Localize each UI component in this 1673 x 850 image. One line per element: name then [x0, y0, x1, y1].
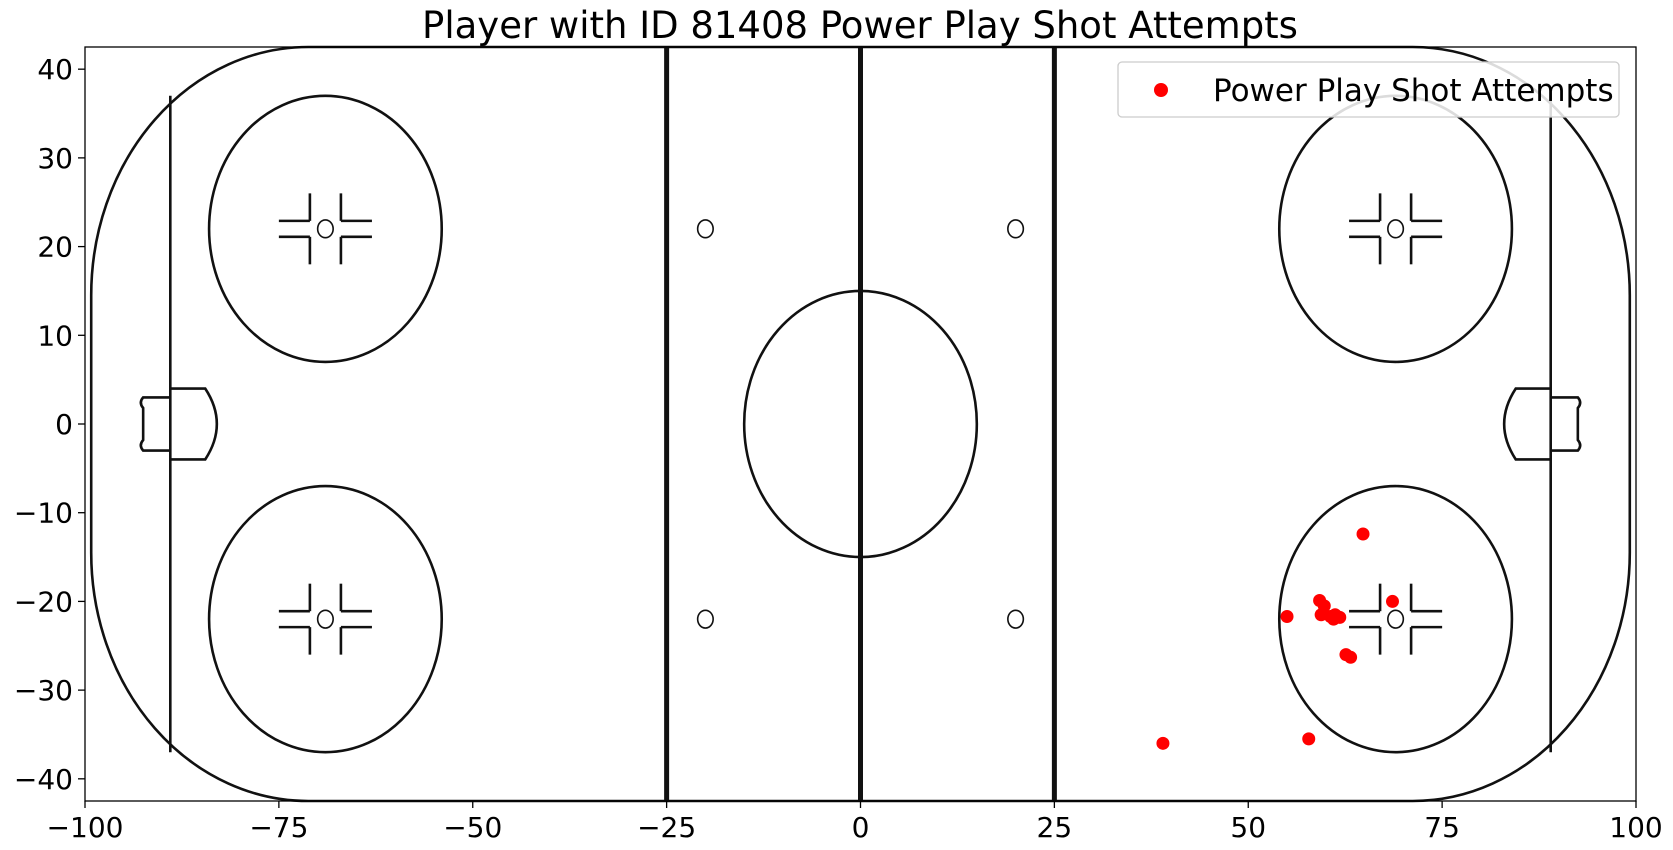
neutral-zone-dot [1007, 219, 1025, 239]
y-tick-label: −10 [14, 497, 73, 530]
y-tick-label: −20 [14, 585, 73, 618]
shot-attempt-point [1385, 594, 1399, 608]
shot-attempt-point [1156, 736, 1170, 750]
shot-attempt-point [1344, 650, 1358, 664]
plot-frame [84, 46, 1637, 802]
faceoff-circle [1277, 94, 1514, 364]
x-axis-ticks: −100 −75 −50 −25 0 25 50 75 100 [47, 801, 1663, 844]
y-tick-label: −30 [14, 674, 73, 707]
legend: Power Play Shot Attempts [1117, 61, 1620, 118]
faceoff-hash-marks [1349, 193, 1443, 265]
chart-title: Player with ID 81408 Power Play Shot Att… [422, 4, 1298, 47]
right-goal-crease [1503, 387, 1551, 461]
faceoff-hash-marks [278, 583, 372, 655]
faceoff-hash-marks [278, 193, 372, 265]
x-tick-label: −75 [249, 811, 308, 844]
x-tick-label: 0 [852, 811, 870, 844]
faceoff-dot [316, 219, 334, 239]
hockey-rink [89, 45, 1632, 803]
x-tick-label: 25 [1037, 811, 1073, 844]
y-tick-label: 30 [37, 142, 73, 175]
faceoff-circle [207, 484, 444, 754]
y-tick-label: 20 [37, 231, 73, 264]
neutral-zone-dot [696, 609, 714, 629]
shot-attempt-point [1280, 609, 1294, 623]
left-goal-crease [170, 387, 218, 461]
shot-attempt-point [1302, 732, 1316, 746]
faceoff-dot [316, 609, 334, 629]
shot-attempt-point [1317, 599, 1331, 613]
x-tick-label: −25 [637, 811, 696, 844]
shot-attempt-point [1356, 527, 1370, 541]
x-tick-label: −100 [47, 811, 124, 844]
x-tick-label: −50 [443, 811, 502, 844]
faceoff-circle [1277, 484, 1514, 754]
y-tick-label: 0 [55, 408, 73, 441]
shot-attempt-point [1333, 610, 1347, 624]
faceoff-dot [1387, 219, 1405, 239]
neutral-zone-dot [1007, 609, 1025, 629]
faceoff-circle [207, 94, 444, 364]
neutral-zone-dot [696, 219, 714, 239]
y-tick-label: 40 [37, 53, 73, 86]
legend-box [1117, 61, 1620, 118]
left-goal-net [139, 396, 171, 452]
x-tick-label: 50 [1230, 811, 1266, 844]
x-tick-label: 75 [1424, 811, 1460, 844]
legend-marker [1154, 83, 1168, 97]
y-tick-label: −40 [14, 763, 73, 796]
center-circle [742, 289, 979, 559]
faceoff-dot [1387, 609, 1405, 629]
legend-label: Power Play Shot Attempts [1213, 73, 1614, 109]
x-tick-label: 100 [1609, 811, 1662, 844]
y-tick-label: 10 [37, 319, 73, 352]
faceoff-hash-marks [1349, 583, 1443, 655]
y-axis-ticks: −40 −30 −20 −10 0 10 20 30 40 [14, 53, 85, 796]
right-goal-net [1550, 396, 1582, 452]
scatter-points [1156, 527, 1399, 750]
